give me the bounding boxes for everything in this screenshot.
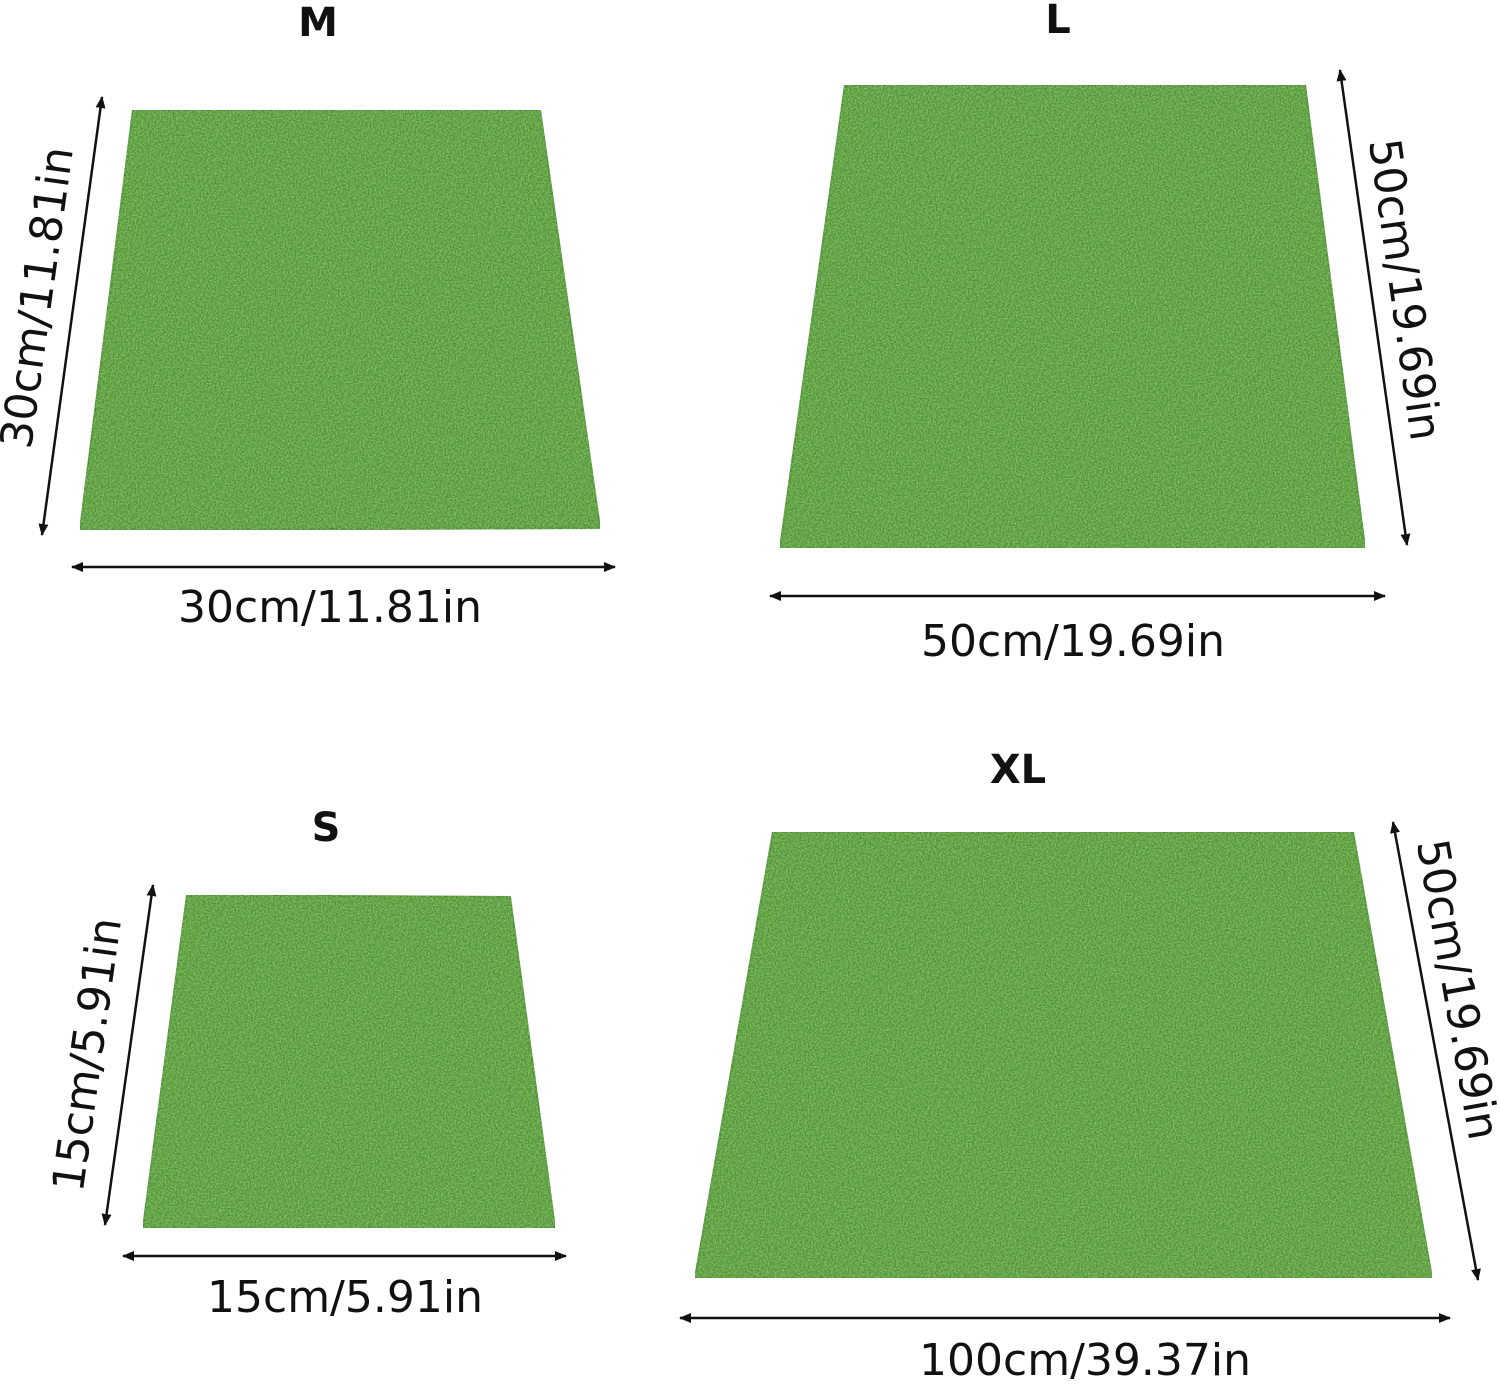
width-label: 50cm/19.69in (921, 616, 1225, 667)
width-label: 15cm/5.91in (207, 1272, 483, 1323)
size-panel: XL 50cm/19.69in 100cm/39.37in (679, 747, 1500, 1386)
grass-mat (778, 84, 1367, 549)
grass-mat (693, 831, 1434, 1279)
height-arrow (38, 96, 106, 536)
height-arrow (1336, 69, 1411, 546)
size-label: M (298, 0, 338, 46)
height-label: 50cm/19.69in (1406, 835, 1500, 1143)
width-label: 100cm/39.37in (919, 1335, 1251, 1386)
height-label: 15cm/5.91in (43, 914, 132, 1194)
size-panel: S 15cm/5.91in 15cm/5.91in (43, 805, 567, 1323)
size-label: XL (990, 747, 1046, 793)
size-panel: M 30cm/11.81in 30cm/11.81in (0, 0, 616, 633)
height-label: 30cm/11.81in (0, 144, 84, 452)
grass-mat (78, 109, 602, 532)
size-label: L (1045, 0, 1071, 43)
height-arrow (101, 884, 157, 1226)
grass-mat (141, 893, 557, 1229)
width-label: 30cm/11.81in (178, 582, 482, 633)
height-arrow (1390, 821, 1481, 1281)
size-label: S (312, 805, 341, 851)
